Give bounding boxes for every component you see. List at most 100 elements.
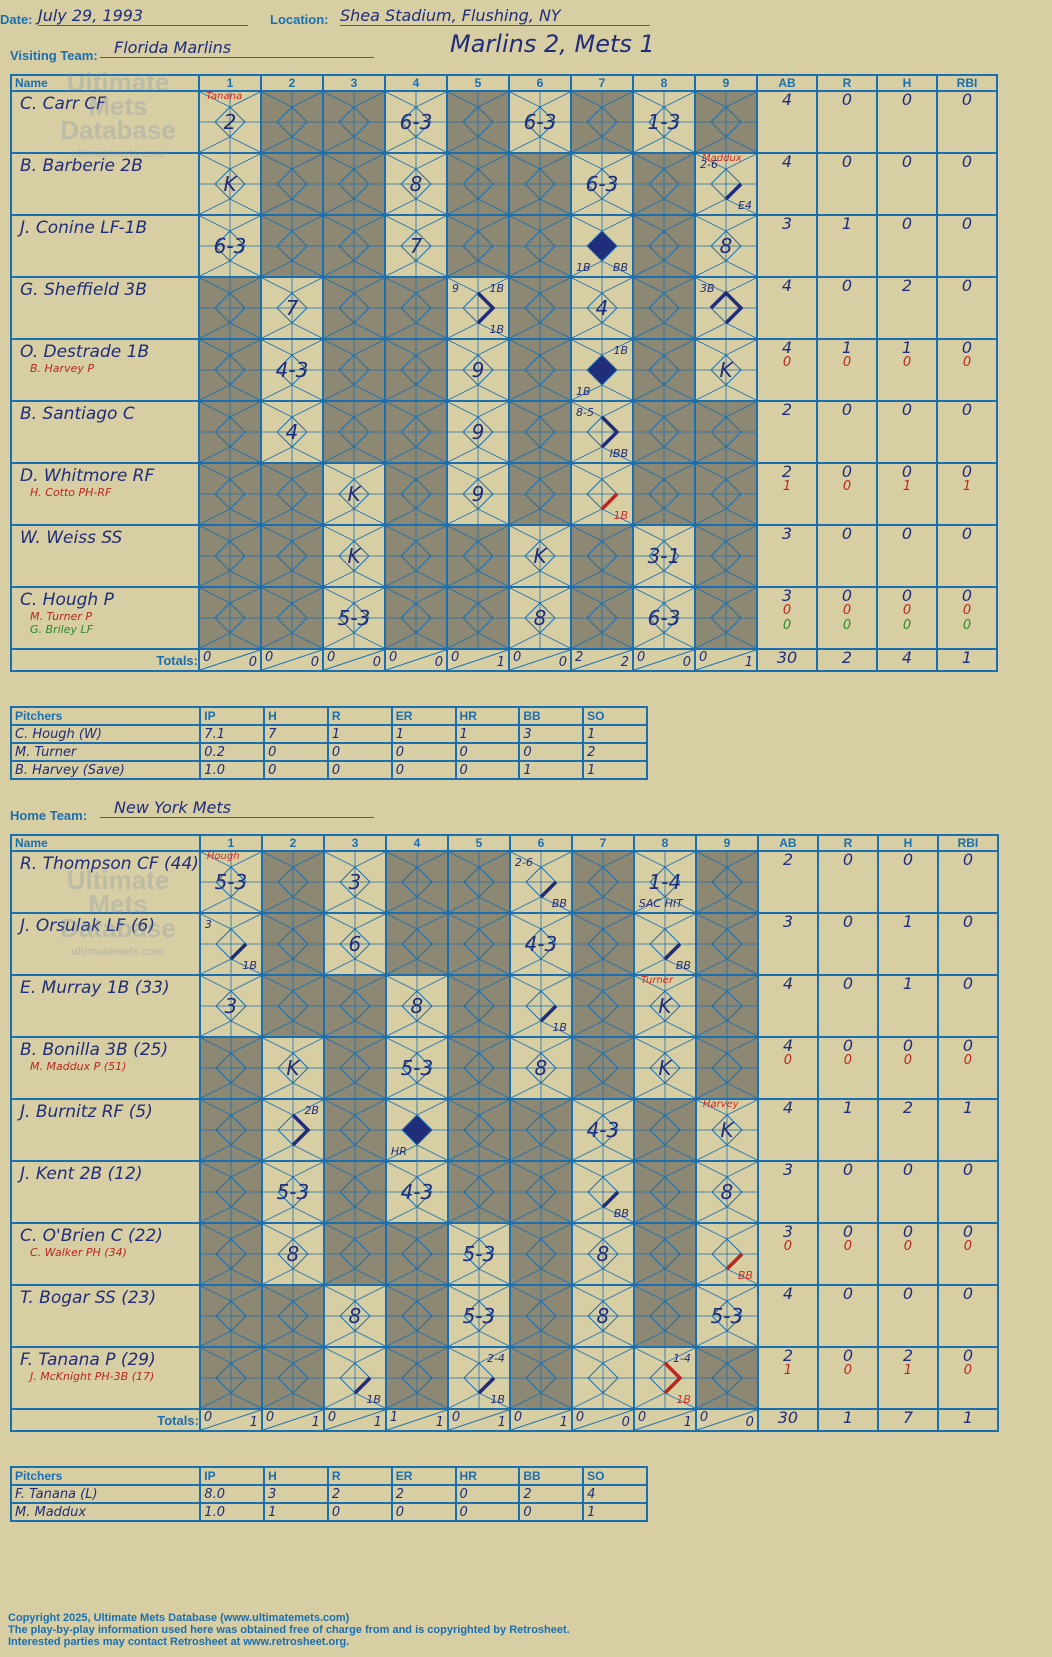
at-bat-result: 3	[348, 870, 362, 894]
batter-name: C. Hough P	[20, 590, 114, 610]
diamond-icon	[572, 464, 632, 524]
totals-row: Totals: 0 0 0 0 0 0 0 0 0 1 0 0 2 2 0 0 0 1 30 2 4 1	[10, 648, 998, 672]
header-row: Name 1 2 3 4 5 6 7 8 9 AB R H RBI	[10, 74, 998, 92]
diamond-icon	[324, 1224, 385, 1284]
pitchers-column-header: IP	[199, 706, 266, 726]
watermark-line3: Database	[60, 115, 176, 145]
diamond-icon	[386, 588, 446, 648]
at-bat-cell	[632, 462, 696, 526]
diamond-icon	[262, 92, 322, 152]
at-bat-cell: 8	[322, 1284, 387, 1348]
game-result-title: Marlins 2, Mets 1	[450, 30, 655, 58]
at-bat-cell: 8	[384, 974, 449, 1038]
watermark-line1: Ultimate	[66, 865, 170, 895]
stat-value: 0	[842, 479, 852, 494]
at-bat-cell: 3-1	[632, 524, 696, 588]
pitching-change-note: Turner	[640, 975, 674, 986]
diamond-icon	[386, 1038, 447, 1098]
batter-row: R. Thompson CF (44) 5-3 Hough 3 2-6 BB 1-4 SAC …	[10, 850, 999, 914]
at-bat-result: 9	[471, 358, 485, 382]
stat-value: 0	[901, 586, 913, 605]
stat-value: 1	[902, 974, 914, 993]
at-bat-result: 4-3	[275, 358, 309, 382]
batter-row: B. Barberie 2B K 8 6-3 Maddux 2-6 E4 4 0 0 0	[10, 152, 998, 216]
column-header-inning-7: 7	[570, 834, 635, 852]
at-bat-cell	[322, 1160, 387, 1224]
batter-name: C. Carr CF	[20, 94, 106, 114]
diamond-icon	[386, 92, 446, 152]
at-bat-cell	[508, 1284, 573, 1348]
batter-name: C. O'Brien C (22)	[20, 1226, 163, 1246]
at-bat-cell	[198, 1036, 263, 1100]
at-bat-cell	[508, 1098, 573, 1162]
at-bat-result: 4	[285, 420, 299, 444]
batter-name: E. Murray 1B (33)	[20, 978, 170, 998]
diamond-icon	[200, 402, 260, 462]
batter-row: T. Bogar SS (23) 8 5-3 8 5-3 4 0 0 0	[10, 1284, 999, 1348]
stat-value: 1	[841, 214, 853, 233]
stat-cell-rbi: 0	[936, 1284, 999, 1348]
batter-row: J. Orsulak LF (6) 3 1B 6 4-3 BB 3 0 1 0	[10, 912, 999, 976]
at-bat-cell: 5-3	[322, 586, 386, 650]
stat-value: 0	[842, 1284, 854, 1303]
at-bat-cell	[198, 276, 262, 340]
batter-name-cell: F. Tanana P (29) J. McKnight PH-3B (17)	[10, 1346, 201, 1410]
at-bat-cell	[632, 338, 696, 402]
footer-copyright: Copyright 2025, Ultimate Mets Database (…	[8, 1612, 350, 1624]
pitcher-stat: 0	[326, 760, 393, 780]
at-bat-result: 4-3	[586, 1118, 620, 1142]
at-bat-result: K	[658, 1056, 672, 1080]
stat-value: 0	[783, 1053, 793, 1068]
at-bat-cell	[632, 1284, 697, 1348]
watermark-logo-home: Ultimate Mets Database ultimatemets.com	[48, 865, 188, 963]
at-bat-cell: 9 1B 1B	[446, 276, 510, 340]
rh-divider-icon	[572, 1410, 633, 1430]
column-header-inning-3: 3	[322, 834, 387, 852]
substitute-name: G. Briley LF	[30, 623, 93, 636]
at-bat-cell: 9	[446, 338, 510, 402]
pitcher-stat: 3	[263, 1484, 329, 1504]
pitcher-stat: 1	[390, 724, 457, 744]
stat-value: 0	[902, 603, 912, 618]
diamond-icon	[634, 1286, 695, 1346]
stat-cell-h: 2	[876, 276, 938, 340]
pitcher-stat: 1.0	[199, 1502, 266, 1522]
inning-runs: 0	[699, 1410, 709, 1425]
inning-runs: 0	[575, 1410, 585, 1425]
at-bat-cell	[384, 276, 448, 340]
at-bat-result: 3	[224, 994, 238, 1018]
stat-value: 1	[782, 479, 792, 494]
diamond-icon	[262, 464, 322, 524]
at-bat-cell	[570, 524, 634, 588]
diamond-icon	[386, 340, 446, 400]
stat-cell-h: 0	[876, 1160, 939, 1224]
stat-value: 0	[962, 912, 974, 931]
play-note: 1B	[576, 261, 591, 274]
substitute-name: B. Harvey P	[30, 362, 94, 375]
diamond-icon	[324, 464, 384, 524]
pitchers-column-header: Pitchers	[9, 706, 202, 726]
at-bat-cell: 1-4 1B	[632, 1346, 697, 1410]
at-bat-cell: 1-3	[632, 90, 696, 154]
diamond-icon	[572, 588, 632, 648]
stat-value: 0	[962, 603, 972, 618]
at-bat-result: 8	[533, 606, 547, 630]
pitcher-stat: 0	[390, 742, 457, 762]
diamond-icon	[262, 154, 322, 214]
at-bat-cell: 1B	[508, 974, 573, 1038]
inning-hits: 2	[620, 655, 629, 670]
at-bat-result: K	[223, 172, 237, 196]
watermark-site: ultimatemets.com	[71, 946, 165, 958]
diamond-icon	[572, 278, 632, 338]
pitchers-header-row: Pitchers IP H R ER HR BB SO	[9, 1466, 648, 1486]
diamond-icon	[200, 1162, 261, 1222]
